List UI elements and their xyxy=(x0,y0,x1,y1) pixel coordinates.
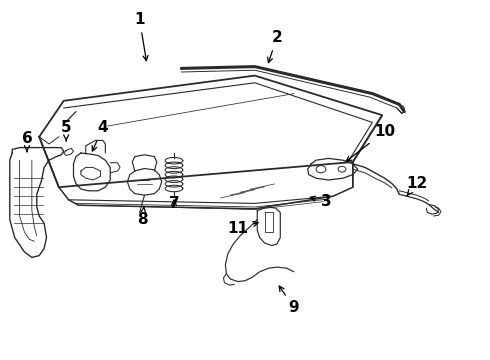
Text: 10: 10 xyxy=(346,124,395,161)
Text: 8: 8 xyxy=(137,207,147,227)
Text: 5: 5 xyxy=(61,120,72,141)
Text: 4: 4 xyxy=(92,120,108,151)
Text: 6: 6 xyxy=(22,131,32,152)
Text: 11: 11 xyxy=(227,221,258,236)
Text: 3: 3 xyxy=(310,194,331,209)
Text: 1: 1 xyxy=(134,12,148,61)
Text: 7: 7 xyxy=(169,196,179,211)
Text: 9: 9 xyxy=(279,286,299,315)
Text: 12: 12 xyxy=(406,176,427,196)
Text: 2: 2 xyxy=(268,30,282,63)
